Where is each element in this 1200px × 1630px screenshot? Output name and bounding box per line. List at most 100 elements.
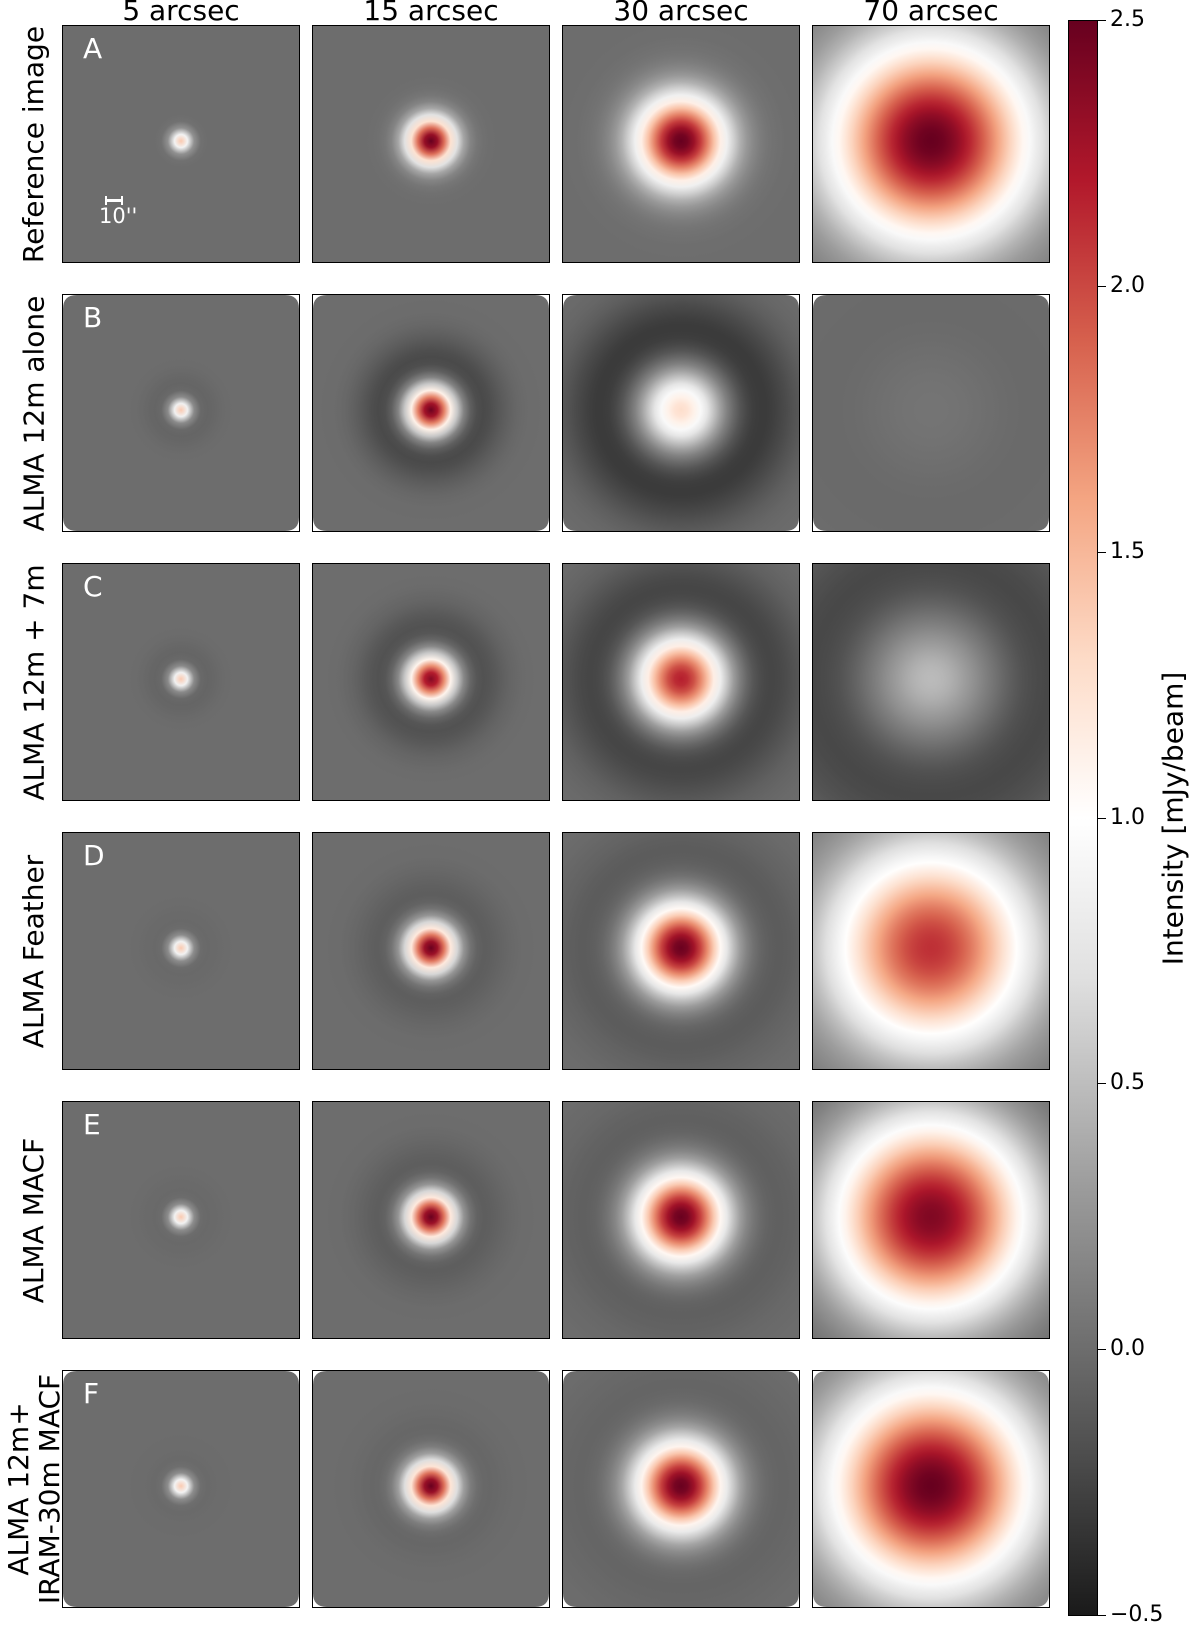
- intensity-map: [63, 1371, 299, 1607]
- masked-corner: [285, 1371, 299, 1385]
- masked-corner: [285, 295, 299, 309]
- panel-image: [813, 295, 1049, 531]
- scale-bar: [105, 196, 123, 205]
- intensity-map: [313, 26, 549, 262]
- masked-corner: [785, 517, 799, 531]
- panel-image: [313, 833, 549, 1069]
- intensity-map: [63, 295, 299, 531]
- panel-image: [563, 295, 799, 531]
- colorbar-title: Intensity [mJy/beam]: [1156, 671, 1190, 965]
- masked-corner: [535, 1371, 549, 1385]
- row-label: ALMA MACF: [17, 1137, 51, 1303]
- intensity-map: [813, 1371, 1049, 1607]
- panel-image: [63, 1102, 299, 1338]
- row-label-wrap: Reference image: [0, 25, 68, 263]
- panel-image: [313, 26, 549, 262]
- masked-corner: [63, 517, 77, 531]
- masked-corner: [813, 295, 827, 309]
- colorbar-tick: [1098, 551, 1106, 553]
- image-panel: [562, 832, 800, 1070]
- intensity-map: [313, 295, 549, 531]
- panel-image: [563, 1371, 799, 1607]
- panel-letter: A: [83, 32, 103, 65]
- masked-corner: [535, 295, 549, 309]
- colorbar-tick-label: 1.0: [1110, 804, 1145, 830]
- colorbar-tick: [1098, 817, 1106, 819]
- colorbar-tick-label: 0.5: [1110, 1070, 1145, 1096]
- masked-corner: [563, 1371, 577, 1385]
- intensity-map: [563, 1371, 799, 1607]
- masked-corner: [785, 1593, 799, 1607]
- colorbar-tick: [1098, 1615, 1106, 1616]
- row-label: ALMA 12m+ IRAM-30m MACF: [2, 1373, 66, 1605]
- image-panel: C: [62, 563, 300, 801]
- image-panel: [562, 294, 800, 532]
- colorbar-tick: [1098, 1349, 1106, 1351]
- masked-corner: [813, 1593, 827, 1607]
- masked-corner: [313, 1593, 327, 1607]
- masked-corner: [313, 295, 327, 309]
- colorbar-tick-label: 0.0: [1110, 1336, 1145, 1362]
- intensity-map: [813, 295, 1049, 531]
- masked-corner: [1035, 1371, 1049, 1385]
- masked-corner: [285, 1593, 299, 1607]
- image-panel: A 10'': [62, 25, 300, 263]
- intensity-map: [563, 295, 799, 531]
- intensity-map: [313, 564, 549, 800]
- panel-image: [813, 1102, 1049, 1338]
- image-panel: [312, 1101, 550, 1339]
- image-panel: [562, 1370, 800, 1608]
- intensity-map: [63, 26, 299, 262]
- masked-corner: [1035, 295, 1049, 309]
- image-panel: [312, 832, 550, 1070]
- masked-corner: [313, 517, 327, 531]
- masked-corner: [535, 517, 549, 531]
- colorbar-tick-label: 2.5: [1110, 7, 1145, 32]
- panel-image: [313, 1102, 549, 1338]
- intensity-map: [313, 833, 549, 1069]
- panel-image: [813, 1371, 1049, 1607]
- row-label: ALMA 12m alone: [17, 295, 51, 531]
- intensity-map: [563, 26, 799, 262]
- image-panel: E: [62, 1101, 300, 1339]
- masked-corner: [785, 1371, 799, 1385]
- image-panel: [562, 563, 800, 801]
- image-panel: [812, 563, 1050, 801]
- panel-image: [313, 1371, 549, 1607]
- panel-image: [63, 564, 299, 800]
- panel-image: [563, 26, 799, 262]
- image-panel: [812, 1101, 1050, 1339]
- column-title: 15 arcsec: [363, 0, 499, 27]
- image-panel: [812, 294, 1050, 532]
- masked-corner: [1035, 1593, 1049, 1607]
- masked-corner: [63, 1371, 77, 1385]
- intensity-map: [563, 564, 799, 800]
- panel-letter: E: [83, 1108, 101, 1141]
- column-title: 30 arcsec: [613, 0, 749, 27]
- row-label-wrap: ALMA Feather: [0, 832, 68, 1070]
- intensity-map: [63, 1102, 299, 1338]
- image-panel: [312, 563, 550, 801]
- colorbar-tick: [1098, 285, 1106, 287]
- masked-corner: [563, 517, 577, 531]
- image-panel: F: [62, 1370, 300, 1608]
- intensity-map: [313, 1371, 549, 1607]
- image-panel: [312, 294, 550, 532]
- panel-letter: F: [83, 1377, 100, 1410]
- intensity-map: [813, 833, 1049, 1069]
- intensity-map: [313, 1102, 549, 1338]
- panel-image: [563, 564, 799, 800]
- intensity-map: [63, 833, 299, 1069]
- colorbar-tick: [1098, 1083, 1106, 1085]
- row-label-wrap: ALMA 12m alone: [0, 294, 68, 532]
- panel-image: [313, 295, 549, 531]
- panel-image: [63, 833, 299, 1069]
- masked-corner: [563, 295, 577, 309]
- panel-image: [813, 26, 1049, 262]
- panel-image: [813, 564, 1049, 800]
- panel-image: [63, 1371, 299, 1607]
- colorbar: [1068, 20, 1098, 1616]
- image-panel: [562, 1101, 800, 1339]
- masked-corner: [563, 1593, 577, 1607]
